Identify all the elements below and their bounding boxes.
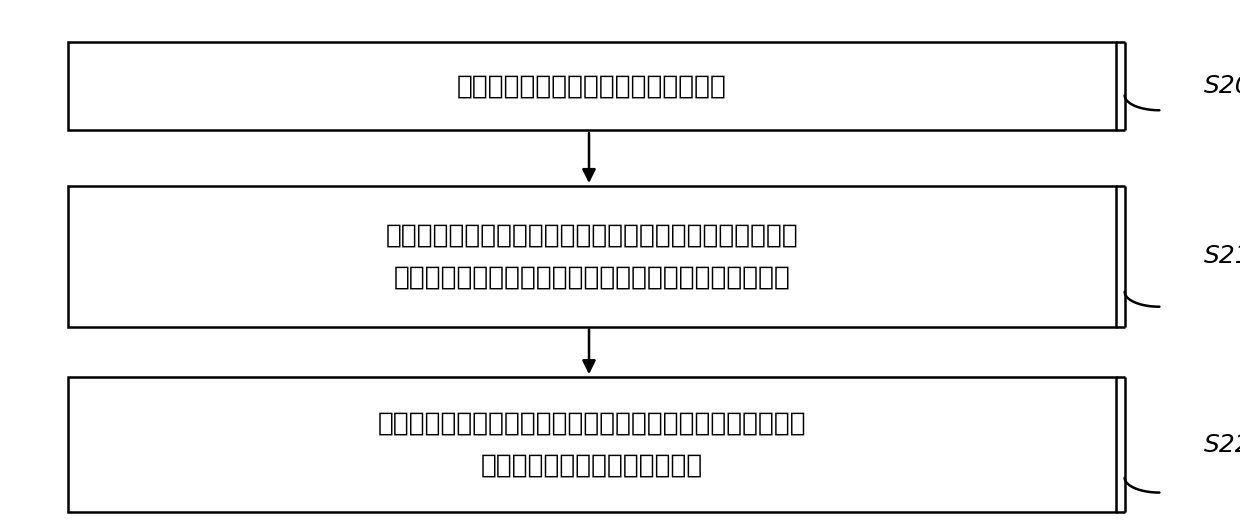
Text: 采集预设区域中目标农作物在当前生长阶段的动态信息；其
中，静态信息和动态信息为影响目标农作物生长的因信息: 采集预设区域中目标农作物在当前生长阶段的动态信息；其 中，静态信息和动态信息为影… [386, 222, 799, 290]
Text: S210: S210 [1204, 244, 1240, 268]
Text: S200: S200 [1204, 74, 1240, 98]
Bar [68, 377, 1116, 512]
Bar [68, 42, 1116, 130]
Text: 获取预设区域中目标农作物的静态信息: 获取预设区域中目标农作物的静态信息 [458, 73, 727, 99]
Text: 将静态信息和动态信息输入到预先建立的农作物产量预测模型
中，获得目标农作物的预测产量: 将静态信息和动态信息输入到预先建立的农作物产量预测模型 中，获得目标农作物的预测… [378, 410, 806, 479]
Bar [68, 186, 1116, 327]
Text: S220: S220 [1204, 433, 1240, 457]
